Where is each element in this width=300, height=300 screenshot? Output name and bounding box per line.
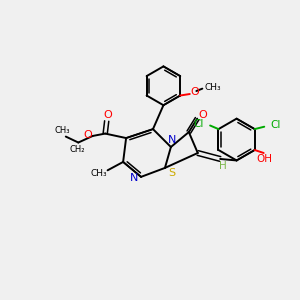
Text: OH: OH (256, 154, 273, 164)
Text: CH₃: CH₃ (205, 83, 221, 92)
Text: Cl: Cl (193, 119, 204, 129)
Text: N: N (130, 173, 139, 183)
Text: S: S (168, 168, 175, 178)
Text: CH₃: CH₃ (55, 126, 70, 135)
Text: N: N (168, 135, 176, 146)
Text: CH₂: CH₂ (69, 145, 85, 154)
Text: Cl: Cl (271, 120, 281, 130)
Text: H: H (219, 160, 226, 170)
Text: O: O (190, 87, 199, 97)
Text: CH₃: CH₃ (91, 169, 107, 178)
Text: O: O (103, 110, 112, 120)
Text: O: O (83, 130, 92, 140)
Text: O: O (198, 110, 207, 120)
